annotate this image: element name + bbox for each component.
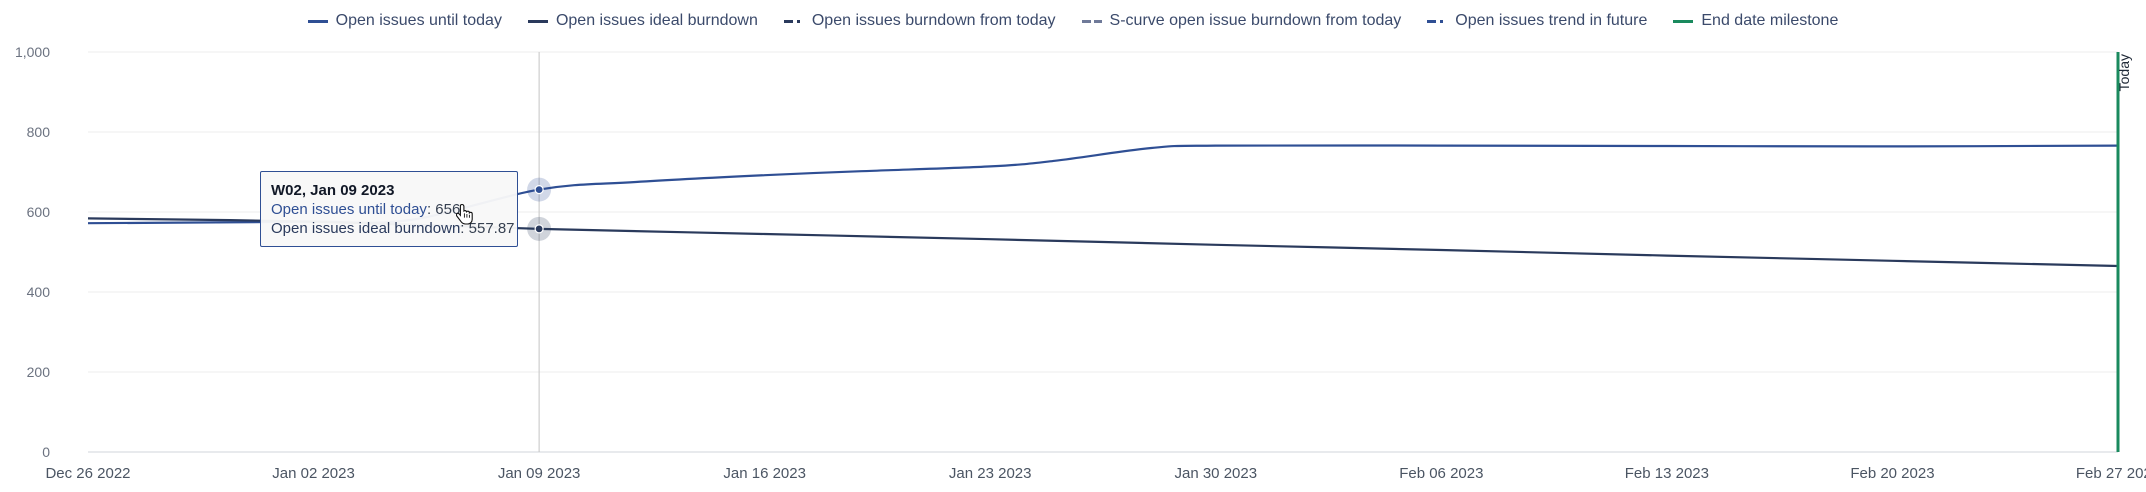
legend-label: Open issues ideal burndown	[555, 12, 758, 29]
legend-swatch	[1427, 19, 1448, 23]
hover-marker-point	[534, 224, 544, 234]
x-tick-label: Feb 13 2023	[1625, 465, 1709, 482]
legend-label: Open issues until today	[335, 12, 502, 29]
tooltip-line-until-today: Open issues until today: 656	[271, 201, 461, 218]
tooltip-title: W02, Jan 09 2023	[271, 182, 395, 199]
x-tick-label: Jan 02 2023	[272, 465, 355, 482]
y-tick-label: 800	[27, 124, 51, 140]
y-tick-label: 400	[27, 284, 51, 300]
x-tick-label: Feb 06 2023	[1399, 465, 1483, 482]
tooltip-line-ideal-burndown: Open issues ideal burndown: 557.87	[271, 220, 515, 237]
hand-cursor-icon	[456, 203, 473, 225]
legend-label: End date milestone	[1701, 12, 1839, 29]
x-tick-label: Jan 09 2023	[498, 465, 581, 482]
tooltip-series-name: Open issues until today	[271, 201, 427, 218]
legend-item[interactable]: Open issues ideal burndown	[527, 12, 758, 30]
legend-item[interactable]: End date milestone	[1673, 12, 1838, 30]
tooltip: W02, Jan 09 2023 Open issues until today…	[260, 171, 518, 247]
x-tick-label: Jan 30 2023	[1174, 465, 1257, 482]
legend-swatch	[783, 19, 804, 23]
tooltip-series-name: Open issues ideal burndown	[271, 220, 461, 237]
x-tick-label: Jan 23 2023	[949, 465, 1032, 482]
tooltip-series-value: 656	[435, 201, 461, 218]
legend-item[interactable]: Open issues until today	[307, 12, 502, 30]
y-tick-label: 1,000	[15, 44, 50, 60]
y-tick-label: 200	[27, 364, 51, 380]
legend-item[interactable]: S-curve open issue burndown from today	[1081, 12, 1402, 30]
legend-swatch	[1081, 19, 1102, 23]
milestone-label: Today	[2116, 54, 2132, 91]
legend-item[interactable]: Open issues trend in future	[1427, 12, 1647, 30]
x-tick-label: Jan 16 2023	[723, 465, 806, 482]
x-tick-label: Feb 20 2023	[1850, 465, 1934, 482]
legend-swatch	[1673, 19, 1694, 23]
legend: Open issues until today Open issues ideal…	[0, 8, 2146, 34]
legend-swatch	[527, 19, 548, 23]
legend-item[interactable]: Open issues burndown from today	[783, 12, 1056, 30]
legend-swatch	[307, 19, 328, 23]
tooltip-series-value: 557.87	[468, 220, 515, 237]
legend-label: Open issues burndown from today	[811, 12, 1056, 29]
x-tick-label: Dec 26 2022	[45, 465, 130, 482]
x-tick-label: Feb 27 2023	[2076, 465, 2146, 482]
legend-label: S-curve open issue burndown from today	[1109, 12, 1402, 29]
hover-marker-point	[534, 185, 544, 195]
y-tick-label: 600	[27, 204, 51, 220]
y-tick-label: 0	[42, 444, 50, 460]
legend-label: Open issues trend in future	[1455, 12, 1648, 29]
